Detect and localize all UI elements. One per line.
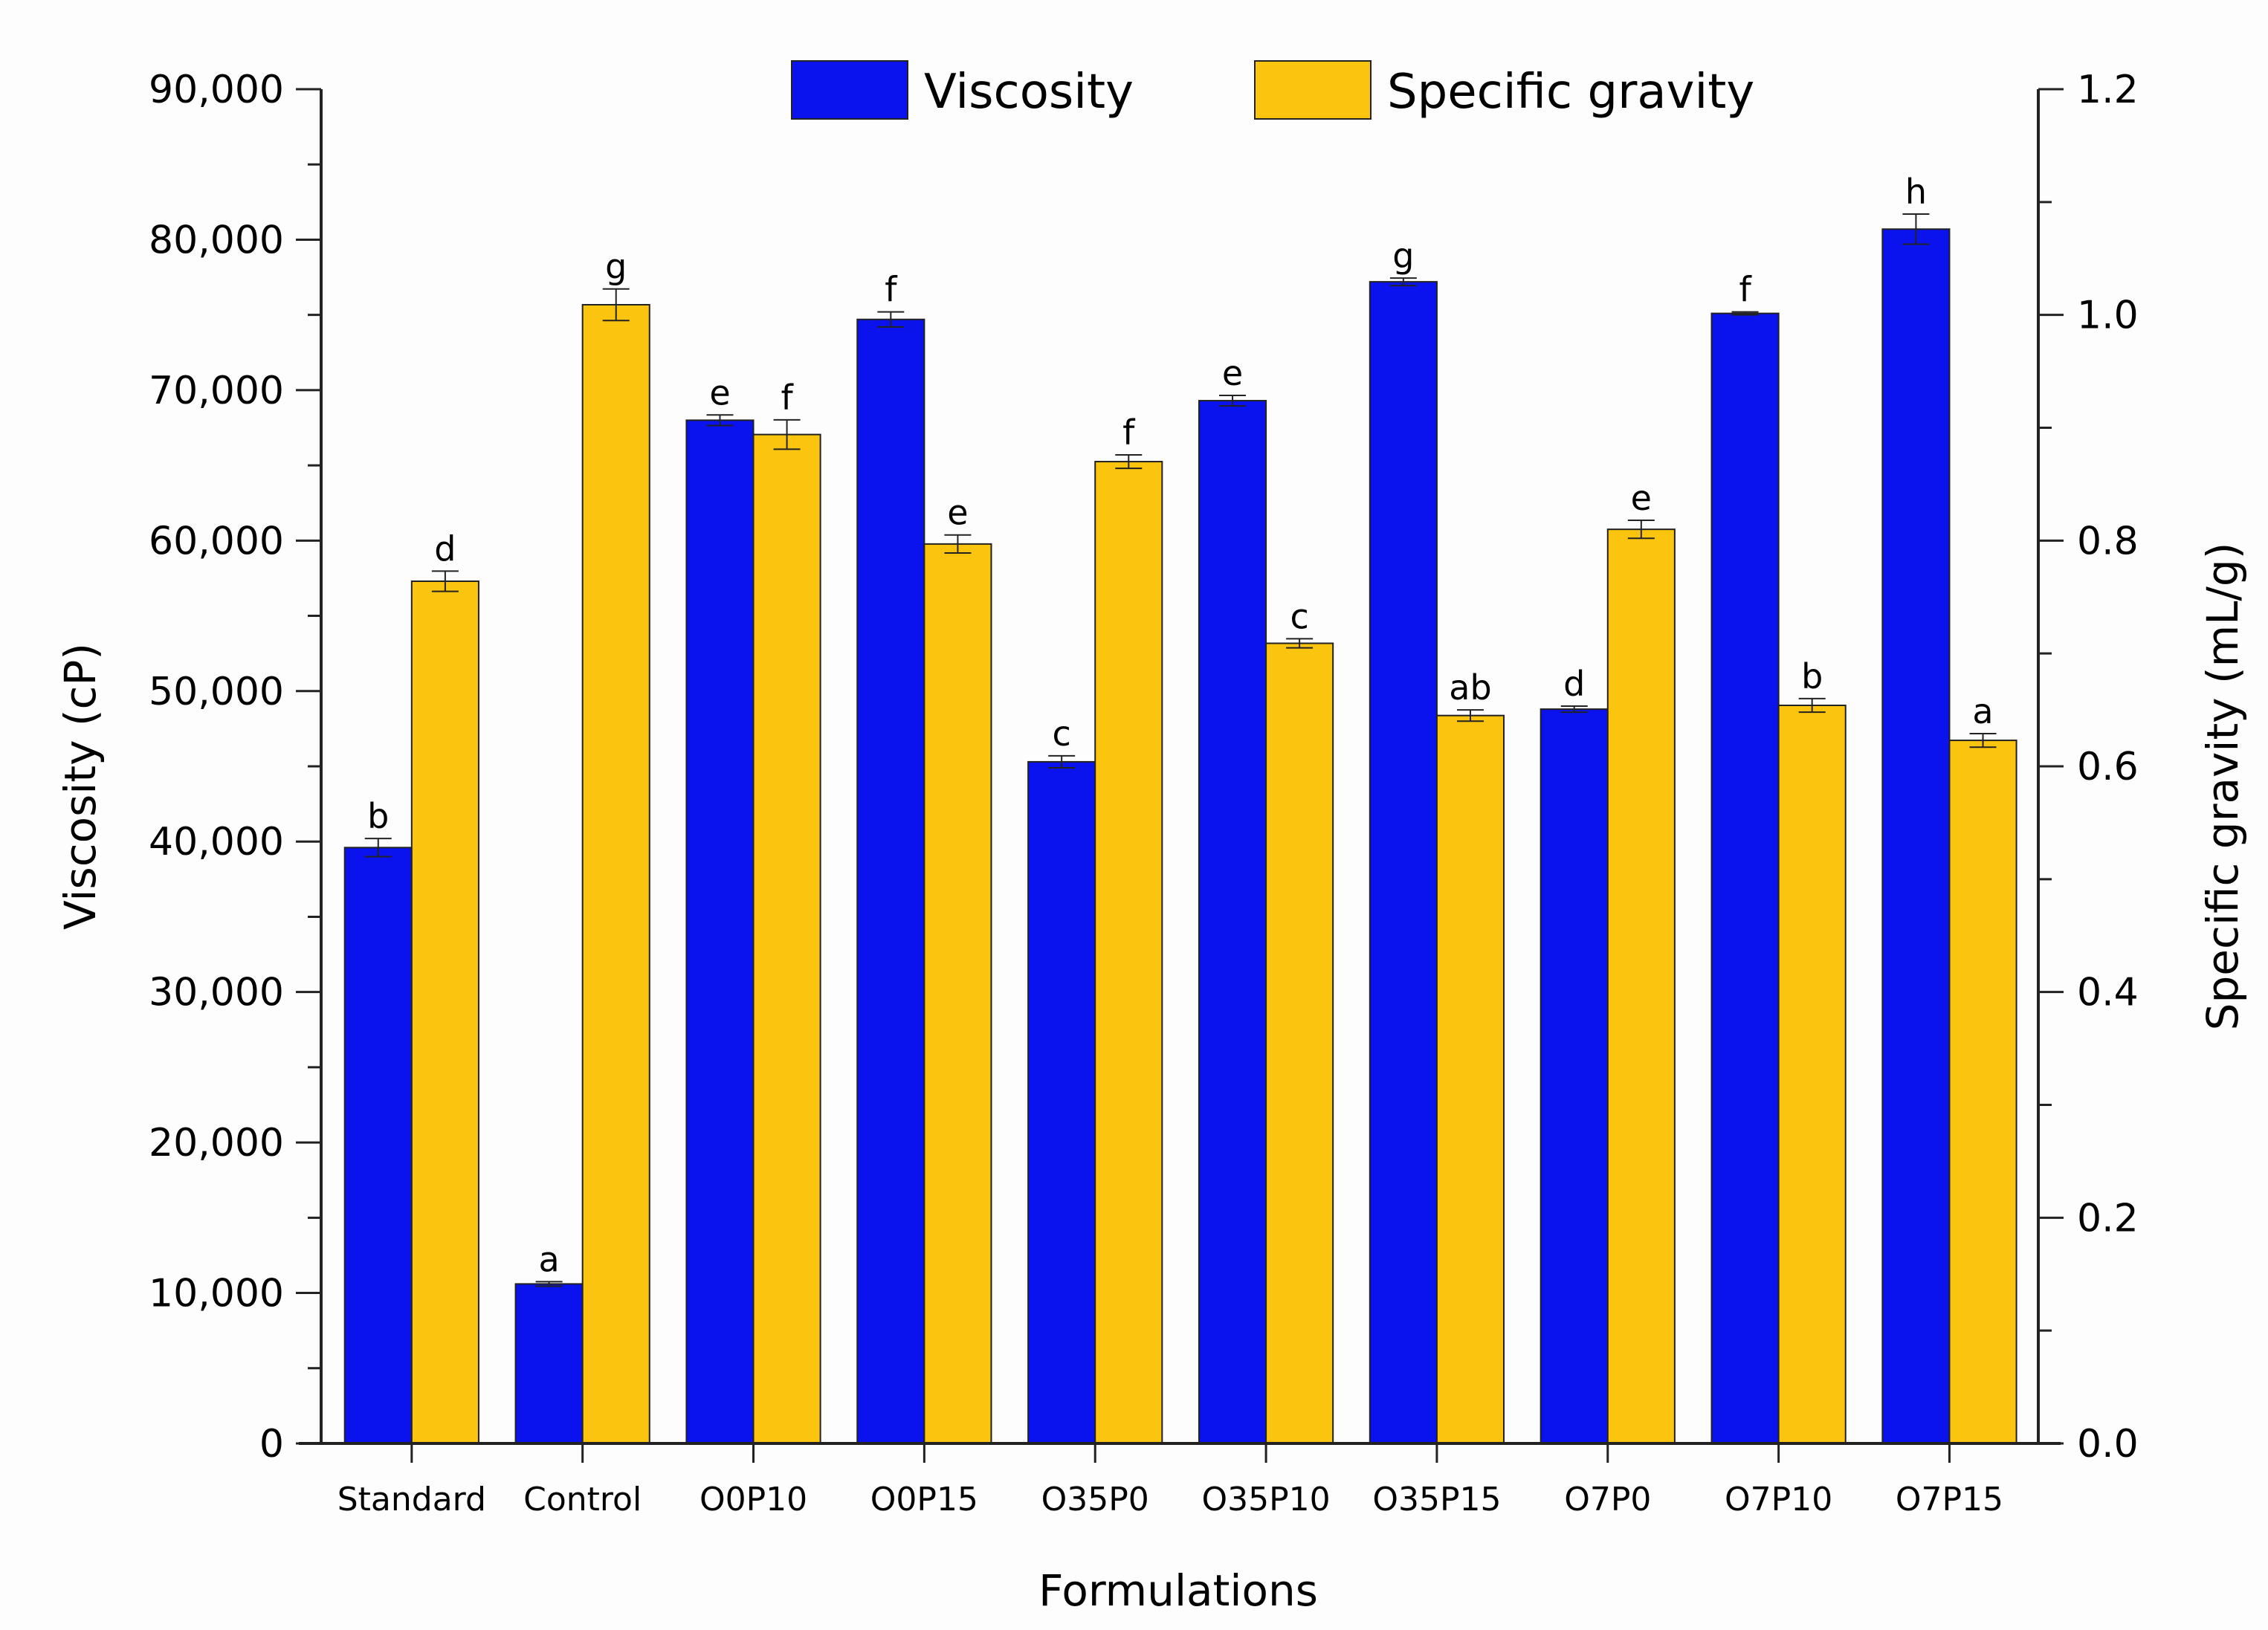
bar-viscosity-o35p15 xyxy=(1369,281,1438,1444)
y2-tick-label: 0.8 xyxy=(2077,519,2139,563)
x-tick-label: O35P10 xyxy=(1201,1481,1330,1519)
y2-tick-label: 0.0 xyxy=(2077,1422,2139,1466)
y2-tick-label: 0.2 xyxy=(2077,1196,2139,1241)
y-tick-label: 20,000 xyxy=(149,1121,284,1165)
y-tick-label: 50,000 xyxy=(149,670,284,714)
bar-specific-gravity-control xyxy=(581,304,650,1444)
significance-label: e xyxy=(947,493,968,533)
axes: Standard Control O0P10 O0P15 O35P0 O35P10 O35P… xyxy=(149,68,2139,1519)
x-tick-label: O0P10 xyxy=(700,1481,807,1519)
legend: Viscosity Specific gravity xyxy=(791,60,1754,120)
bar-viscosity-o0p10 xyxy=(685,419,755,1444)
y-tick-label: 90,000 xyxy=(149,68,284,112)
significance-label: d xyxy=(434,528,456,569)
bar-specific-gravity-o7p0 xyxy=(1606,528,1676,1444)
x-tick-label: O7P15 xyxy=(1896,1481,2003,1519)
bar-specific-gravity-o0p15 xyxy=(923,543,992,1444)
y-tick-label: 40,000 xyxy=(149,820,284,864)
x-axis-title: Formulations xyxy=(1038,1565,1318,1616)
bar-specific-gravity-standard xyxy=(410,580,479,1445)
significance-label: a xyxy=(1972,691,1993,731)
y2-tick-label: 1.0 xyxy=(2077,294,2139,338)
bar-specific-gravity-o0p10 xyxy=(752,433,821,1444)
significance-label: d xyxy=(1563,664,1585,704)
significance-label: e xyxy=(1631,478,1652,518)
x-tick-label: O7P10 xyxy=(1725,1481,1832,1519)
legend-swatch-specific-gravity xyxy=(1254,60,1372,120)
legend-label-specific-gravity: Specific gravity xyxy=(1387,65,1754,120)
bar-viscosity-o35p10 xyxy=(1198,400,1267,1444)
significance-label: c xyxy=(1290,596,1308,636)
bar-specific-gravity-o7p10 xyxy=(1777,705,1847,1444)
bar-specific-gravity-o35p10 xyxy=(1265,642,1334,1444)
significance-label: h xyxy=(1905,172,1927,212)
y2-tick-label: 1.2 xyxy=(2077,68,2139,112)
bar-viscosity-control xyxy=(514,1283,584,1445)
y2-tick-label: 0.4 xyxy=(2077,971,2139,1015)
significance-label: e xyxy=(709,372,730,413)
bar-viscosity-o0p15 xyxy=(856,318,925,1444)
x-tick-label: O0P15 xyxy=(870,1481,978,1519)
bar-viscosity-standard xyxy=(343,847,413,1444)
y-tick-label: 60,000 xyxy=(149,519,284,563)
significance-label: ab xyxy=(1449,667,1491,708)
y2-tick-label: 0.6 xyxy=(2077,745,2139,789)
plot-area: b d a g e f f e c f e c g ab d e f b h a xyxy=(343,172,2017,1445)
y-tick-label: 30,000 xyxy=(149,971,284,1015)
bar-specific-gravity-o35p0 xyxy=(1094,461,1163,1444)
x-tick-label: Standard xyxy=(337,1481,486,1519)
legend-label-viscosity: Viscosity xyxy=(924,65,1134,120)
significance-label: f xyxy=(781,378,794,418)
significance-label: c xyxy=(1053,714,1071,754)
bar-specific-gravity-o35p15 xyxy=(1435,714,1505,1444)
bar-viscosity-o7p0 xyxy=(1540,708,1609,1444)
significance-label: a xyxy=(539,1239,560,1279)
y-tick-label: 0 xyxy=(259,1422,284,1466)
bar-viscosity-o7p15 xyxy=(1881,228,1951,1445)
x-tick-label: O7P0 xyxy=(1564,1481,1651,1519)
significance-label: e xyxy=(1222,353,1243,393)
y-axis-title: Viscosity (cP) xyxy=(55,643,106,930)
y2-axis-title: Specific gravity (mL/g) xyxy=(2197,543,2248,1031)
y-tick-label: 70,000 xyxy=(149,369,284,413)
significance-label: b xyxy=(367,796,389,836)
x-tick-label: Control xyxy=(523,1481,642,1519)
bar-specific-gravity-o7p15 xyxy=(1948,740,2017,1444)
y-tick-label: 80,000 xyxy=(149,218,284,262)
x-tick-label: O35P15 xyxy=(1372,1481,1501,1519)
significance-label: g xyxy=(605,247,627,287)
bar-viscosity-o35p0 xyxy=(1027,760,1096,1444)
significance-label: f xyxy=(1122,413,1136,453)
significance-label: b xyxy=(1801,656,1823,696)
significance-label: g xyxy=(1392,236,1414,276)
bar-viscosity-o7p10 xyxy=(1710,312,1780,1444)
legend-swatch-viscosity xyxy=(791,60,908,120)
significance-label: f xyxy=(885,270,898,310)
significance-label: f xyxy=(1739,270,1752,310)
x-tick-label: O35P0 xyxy=(1041,1481,1149,1519)
y-tick-label: 10,000 xyxy=(149,1272,284,1316)
